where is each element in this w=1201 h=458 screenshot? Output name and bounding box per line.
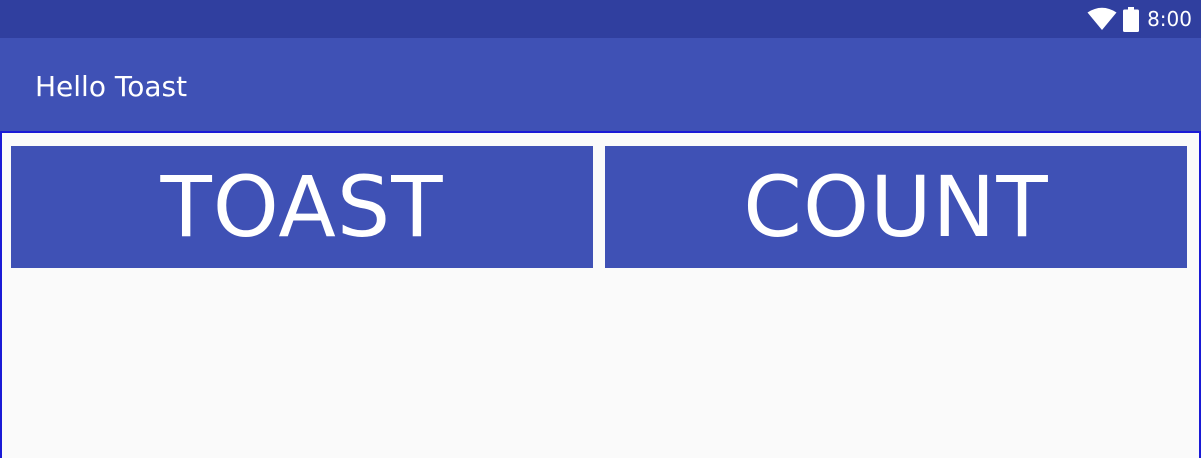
app-bar: Hello Toast (0, 38, 1201, 131)
count-button[interactable]: COUNT (605, 146, 1187, 268)
content-area: TOAST COUNT (0, 131, 1201, 458)
battery-icon (1123, 6, 1140, 32)
status-bar: 8:00 (0, 0, 1201, 38)
status-icons: 8:00 (1087, 0, 1192, 38)
app-title: Hello Toast (35, 70, 188, 103)
wifi-icon (1087, 7, 1117, 30)
status-time: 8:00 (1147, 7, 1192, 31)
toast-button[interactable]: TOAST (11, 146, 593, 268)
